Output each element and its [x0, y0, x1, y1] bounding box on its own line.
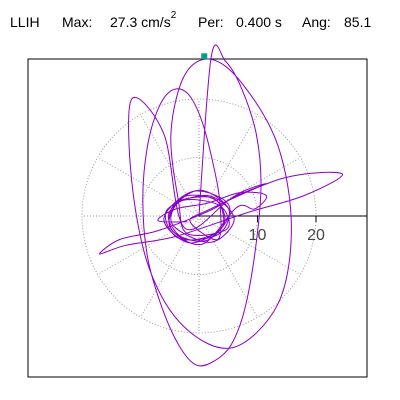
plot-header: LLIH Max: 27.3 cm/s2 Per: 0.400 s Ang: 8… — [0, 10, 400, 38]
angle-value: 85.1 — [344, 14, 372, 30]
max-value: 27.3 cm/s2 — [110, 10, 177, 30]
period-value: 0.400 s — [236, 14, 282, 30]
plot-frame — [27, 58, 368, 378]
axis-tick-label: 20 — [307, 227, 325, 244]
motion-trace-group — [99, 44, 343, 367]
max-label: Max: — [62, 14, 93, 30]
marker-group — [201, 53, 208, 60]
angle-label: Ang: — [302, 14, 331, 30]
peak-marker — [201, 53, 208, 60]
max-exponent: 2 — [170, 10, 177, 21]
period-label: Per: — [198, 14, 224, 30]
grid-spoke — [140, 114, 200, 217]
motion-trace — [99, 44, 343, 367]
station-code: LLIH — [10, 14, 40, 30]
